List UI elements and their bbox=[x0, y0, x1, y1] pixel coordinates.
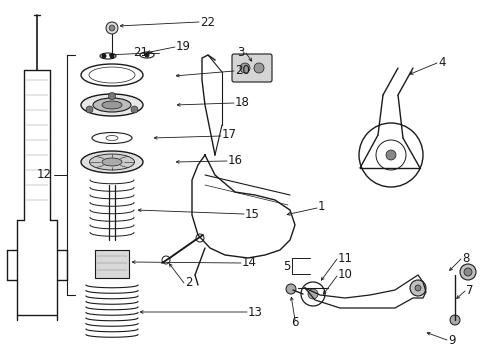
Text: 21: 21 bbox=[133, 46, 148, 59]
Circle shape bbox=[109, 54, 114, 58]
Circle shape bbox=[459, 264, 475, 280]
Text: 20: 20 bbox=[235, 63, 249, 77]
Circle shape bbox=[86, 106, 93, 113]
Text: 18: 18 bbox=[235, 95, 249, 108]
Text: 2: 2 bbox=[184, 276, 192, 289]
Circle shape bbox=[463, 268, 471, 276]
Text: 3: 3 bbox=[237, 45, 244, 58]
Text: 17: 17 bbox=[222, 129, 237, 141]
Text: 6: 6 bbox=[291, 315, 298, 328]
Ellipse shape bbox=[81, 94, 142, 116]
Text: 11: 11 bbox=[337, 252, 352, 265]
Text: 4: 4 bbox=[437, 55, 445, 68]
Circle shape bbox=[106, 22, 118, 34]
Circle shape bbox=[253, 63, 264, 73]
Text: 9: 9 bbox=[447, 333, 454, 346]
Ellipse shape bbox=[89, 154, 134, 170]
Text: 16: 16 bbox=[227, 153, 243, 166]
Text: 13: 13 bbox=[247, 306, 263, 319]
Circle shape bbox=[449, 315, 459, 325]
Ellipse shape bbox=[102, 101, 122, 109]
Circle shape bbox=[144, 53, 149, 58]
Text: 22: 22 bbox=[200, 15, 215, 28]
Circle shape bbox=[131, 106, 138, 113]
Bar bbox=[95, 250, 129, 278]
Circle shape bbox=[240, 63, 249, 73]
Circle shape bbox=[108, 93, 115, 99]
Circle shape bbox=[285, 284, 295, 294]
Circle shape bbox=[414, 285, 420, 291]
Text: 1: 1 bbox=[317, 201, 325, 213]
Ellipse shape bbox=[81, 151, 142, 173]
Circle shape bbox=[409, 280, 425, 296]
FancyBboxPatch shape bbox=[231, 54, 271, 82]
Text: 12: 12 bbox=[37, 168, 52, 181]
Text: 8: 8 bbox=[461, 252, 468, 265]
Text: 5: 5 bbox=[283, 260, 290, 273]
Circle shape bbox=[102, 54, 106, 58]
Circle shape bbox=[109, 25, 115, 31]
Text: 15: 15 bbox=[244, 208, 259, 221]
Ellipse shape bbox=[102, 158, 122, 166]
Circle shape bbox=[307, 289, 317, 299]
Ellipse shape bbox=[93, 98, 131, 112]
Text: 7: 7 bbox=[465, 284, 472, 297]
Circle shape bbox=[385, 150, 395, 160]
Text: 19: 19 bbox=[176, 40, 191, 53]
Text: 10: 10 bbox=[337, 269, 352, 282]
Text: 14: 14 bbox=[242, 256, 257, 269]
